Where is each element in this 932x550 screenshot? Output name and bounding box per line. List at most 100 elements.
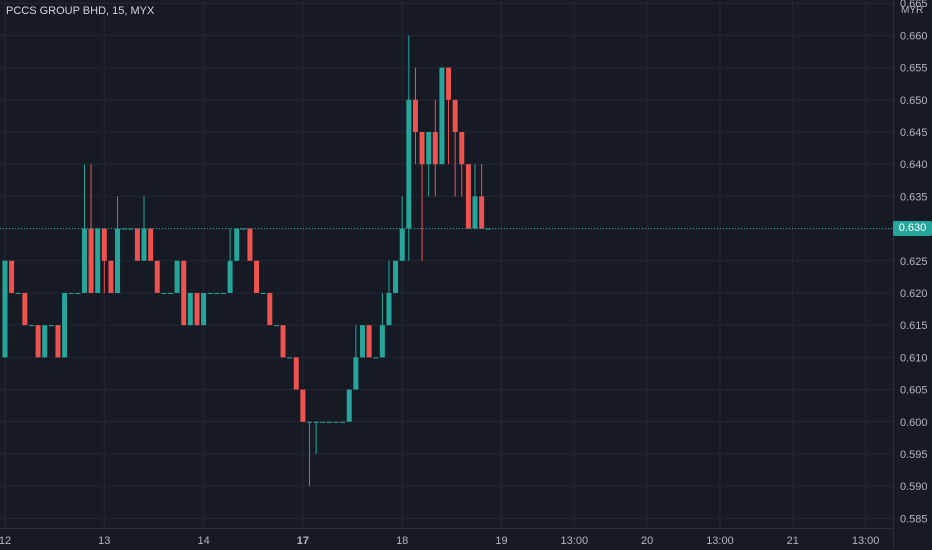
candle-body	[267, 292, 273, 326]
candle	[452, 99, 458, 197]
candle	[148, 228, 154, 261]
candle	[68, 292, 74, 294]
candle	[154, 260, 160, 293]
candle	[287, 357, 293, 359]
candle-body	[121, 228, 127, 230]
y-tick-label: 0.615	[900, 320, 928, 332]
candle-body	[485, 228, 491, 230]
x-tick-label: 13	[98, 535, 110, 547]
candle-body	[280, 325, 286, 358]
candle	[260, 292, 266, 294]
candle-body	[128, 228, 134, 230]
candle-body	[399, 228, 405, 261]
candle	[134, 228, 140, 261]
candle-body	[386, 292, 392, 326]
candle	[108, 260, 114, 293]
candle	[459, 132, 465, 197]
candle	[346, 389, 352, 422]
candle	[280, 325, 286, 358]
candle	[62, 292, 68, 358]
candle-body	[181, 260, 187, 326]
candle-body	[22, 292, 28, 326]
candle	[366, 325, 372, 358]
y-tick-label: 0.605	[900, 385, 928, 397]
y-tick-label: 0.660	[900, 30, 928, 42]
candle	[128, 228, 134, 230]
candle	[379, 292, 385, 358]
y-tick-label: 0.600	[900, 417, 928, 429]
y-tick-label: 0.655	[900, 63, 928, 75]
candle	[465, 164, 471, 229]
candle-body	[439, 67, 445, 165]
candle-body	[366, 325, 372, 358]
x-tick-label: 12	[0, 535, 11, 547]
candle	[419, 132, 425, 261]
candle-body	[187, 292, 193, 326]
candle	[234, 228, 240, 261]
candle-body	[214, 292, 220, 294]
candle	[220, 292, 226, 294]
candle-body	[75, 292, 81, 294]
candle-body	[459, 132, 465, 165]
candle	[9, 260, 15, 293]
y-tick-label: 0.650	[900, 95, 928, 107]
y-tick-label: 0.635	[900, 191, 928, 203]
candle-body	[406, 99, 412, 229]
x-tick-label: 19	[495, 535, 507, 547]
candle	[320, 421, 326, 423]
candle-body	[48, 325, 54, 327]
candle-body	[35, 325, 41, 358]
candle-body	[452, 99, 458, 132]
candle	[75, 292, 81, 294]
candle-body	[320, 421, 326, 423]
candle-body	[62, 292, 68, 358]
candle	[121, 228, 127, 230]
candle-body	[134, 228, 140, 261]
x-tick-label: 21	[787, 535, 799, 547]
y-tick-label: 0.640	[900, 159, 928, 171]
candle-body	[15, 292, 21, 294]
candle-body	[293, 357, 299, 390]
candle-body	[227, 260, 233, 293]
candle-body	[9, 260, 15, 293]
candle	[432, 99, 438, 197]
candle-body	[148, 228, 154, 261]
candle-body	[141, 228, 147, 261]
candle-body	[393, 260, 399, 293]
candle	[485, 228, 491, 230]
candle-body	[353, 357, 359, 390]
x-tick-label: 13:00	[852, 535, 880, 547]
candle-body	[101, 228, 107, 261]
candle-body	[194, 292, 200, 326]
candle-body	[373, 357, 379, 359]
x-tick-label: 17	[297, 535, 309, 547]
candle	[88, 164, 94, 293]
candle	[412, 67, 418, 165]
candle-body	[95, 228, 101, 293]
candle-body	[340, 421, 346, 423]
candle	[333, 421, 339, 423]
candle	[227, 228, 233, 293]
candle	[273, 325, 279, 327]
candle-body	[465, 164, 471, 229]
candle-body	[412, 99, 418, 132]
candle-body	[154, 260, 160, 293]
x-tick-label: 14	[197, 535, 209, 547]
candle	[326, 421, 332, 423]
candle-body	[419, 132, 425, 165]
candle-body	[88, 228, 94, 293]
candle-body	[426, 132, 432, 165]
candle-body	[333, 421, 339, 423]
candle-body	[379, 325, 385, 358]
candle	[207, 292, 213, 294]
candle-body	[359, 325, 365, 358]
candle	[313, 421, 319, 454]
candle	[95, 228, 101, 293]
candle	[55, 325, 61, 358]
candle-body	[313, 421, 319, 423]
candle-body	[432, 132, 438, 165]
candle	[161, 292, 167, 294]
candle	[446, 67, 452, 165]
candle	[307, 421, 313, 487]
